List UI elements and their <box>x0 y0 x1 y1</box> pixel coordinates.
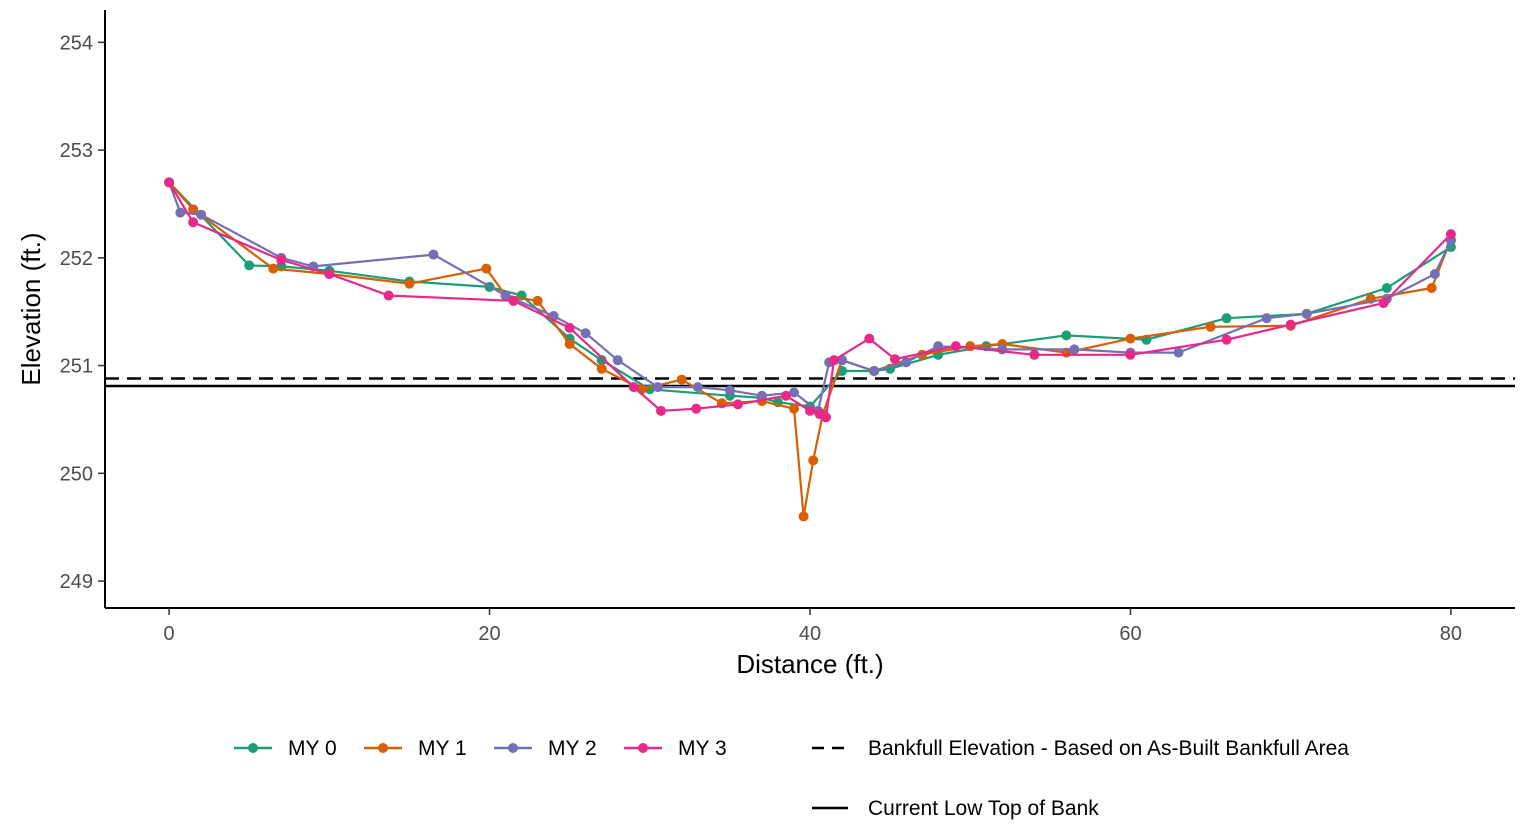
data-point-my2 <box>788 387 799 398</box>
data-point-my1 <box>596 363 607 374</box>
legend: MY 0 MY 1 MY 2 MY 3 Bankfull Elevation - Bas… <box>234 737 1349 820</box>
data-point-my1 <box>532 295 543 306</box>
data-point-my3 <box>732 399 743 410</box>
data-point-my3 <box>324 268 335 279</box>
data-point-my2 <box>1261 313 1272 324</box>
y-axis-title: Elevation (ft.) <box>16 232 46 385</box>
y-tick-label: 253 <box>60 140 93 162</box>
data-point-my1 <box>965 341 976 352</box>
data-point-my0 <box>1381 282 1392 293</box>
x-axis-title: Distance (ft.) <box>736 649 883 679</box>
data-point-my1 <box>808 455 819 466</box>
data-point-my3 <box>276 254 287 265</box>
y-tick-label: 251 <box>60 356 93 378</box>
data-point-my2 <box>756 390 767 401</box>
legend-key-point <box>378 743 388 753</box>
data-point-my3 <box>950 341 961 352</box>
y-tick-label: 252 <box>60 248 93 270</box>
x-tick-label: 40 <box>799 623 821 645</box>
data-point-my3 <box>1029 349 1040 360</box>
series-line-my1 <box>168 181 1452 518</box>
data-point-my2 <box>500 290 511 301</box>
data-point-my2 <box>724 385 735 396</box>
data-point-my1 <box>798 511 809 522</box>
legend-key-point <box>248 743 258 753</box>
data-point-my2 <box>1069 344 1080 355</box>
data-point-my2 <box>1173 347 1184 358</box>
data-point-my2 <box>612 355 623 366</box>
data-point-my2 <box>901 357 912 368</box>
data-point-my1 <box>404 278 415 289</box>
data-point-my2 <box>869 365 880 376</box>
data-point-my3 <box>508 295 519 306</box>
plot-data-layer <box>105 177 1515 522</box>
y-tick-label: 254 <box>60 32 93 54</box>
data-point-my3 <box>691 403 702 414</box>
x-tick-label: 0 <box>164 623 175 645</box>
data-point-my3 <box>1125 349 1136 360</box>
data-point-my3 <box>829 355 840 366</box>
data-point-my0 <box>596 355 607 366</box>
data-point-my3 <box>655 405 666 416</box>
legend-label-reference: Current Low Top of Bank <box>868 797 1099 820</box>
data-point-my3 <box>188 217 199 228</box>
data-point-my3 <box>564 322 575 333</box>
data-point-my0 <box>244 260 255 271</box>
legend-key-point <box>638 743 648 753</box>
data-point-my3 <box>780 390 791 401</box>
data-point-my2 <box>1429 268 1440 279</box>
series-line-my3 <box>168 181 1452 419</box>
data-point-my2 <box>580 328 591 339</box>
data-point-my3 <box>1445 229 1456 240</box>
data-point-my2 <box>196 209 207 220</box>
data-point-my1 <box>676 374 687 385</box>
data-point-my3 <box>864 333 875 344</box>
data-point-my3 <box>1221 334 1232 345</box>
legend-key-point <box>508 743 518 753</box>
data-point-my1 <box>188 204 199 215</box>
data-point-my2 <box>652 382 663 393</box>
legend-label-my1: MY 1 <box>418 737 467 760</box>
data-point-my2 <box>175 207 186 218</box>
y-tick-label: 249 <box>60 571 93 593</box>
data-point-my3 <box>805 405 815 416</box>
legend-label-my2: MY 2 <box>548 737 597 760</box>
data-point-my2 <box>692 382 703 393</box>
data-point-my2 <box>997 344 1008 355</box>
legend-label-reference: Bankfull Elevation - Based on As-Built B… <box>868 737 1349 760</box>
x-tick-label: 80 <box>1440 623 1462 645</box>
data-point-my1 <box>1205 321 1216 332</box>
data-point-my0 <box>1061 330 1072 341</box>
series-line-my2 <box>168 182 1452 412</box>
x-tick-label: 60 <box>1119 623 1141 645</box>
data-point-my3 <box>628 382 639 393</box>
data-point-my1 <box>564 339 575 350</box>
data-point-my2 <box>1301 308 1312 319</box>
axes-layer: 0 20 40 60 80 249 250 251 252 253 254 <box>60 10 1515 645</box>
data-point-my1 <box>1426 282 1437 293</box>
legend-label-my0: MY 0 <box>288 737 337 760</box>
legend-label-my3: MY 3 <box>678 737 727 760</box>
data-point-my3 <box>889 354 900 365</box>
data-point-my3 <box>821 412 832 423</box>
x-tick-label: 20 <box>478 623 500 645</box>
y-tick-label: 250 <box>60 463 93 485</box>
data-point-my1 <box>788 403 799 414</box>
data-point-my3 <box>1378 298 1389 309</box>
series-line-my0 <box>168 181 1452 408</box>
data-point-my1 <box>481 263 492 274</box>
data-point-my3 <box>1285 319 1296 330</box>
data-point-my3 <box>383 290 394 301</box>
data-point-my2 <box>428 249 439 260</box>
data-point-my1 <box>1125 333 1136 344</box>
data-point-my0 <box>1221 313 1232 324</box>
data-point-my1 <box>268 263 279 274</box>
data-point-my3 <box>164 177 175 188</box>
